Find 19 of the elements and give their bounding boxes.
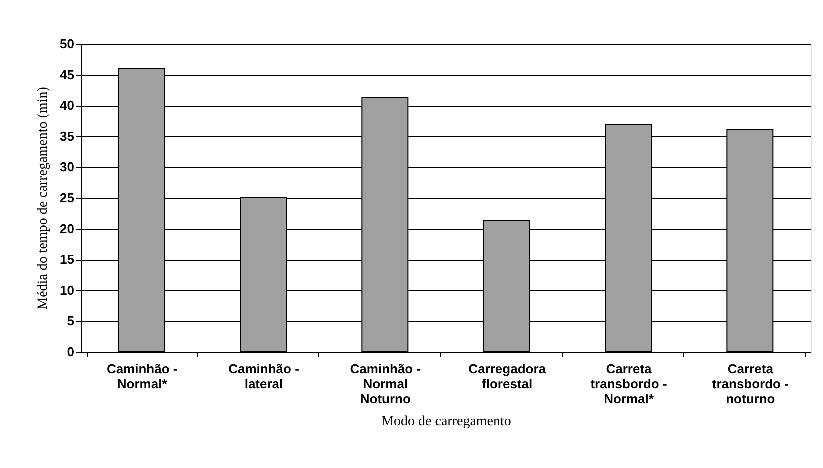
x-tick-label: Caminhão - Normal Noturno [350, 362, 422, 406]
y-tick-label: 30 [60, 160, 74, 175]
y-tick-label: 35 [60, 128, 74, 144]
x-axis-title: Modo de carregamento [382, 414, 512, 430]
y-tick-label: 25 [60, 190, 74, 206]
y-tick-label: 10 [60, 282, 74, 298]
x-tick-label: Carreta transbordo - noturno [712, 362, 789, 406]
x-tick-label: Caminhão - lateral [228, 362, 300, 392]
y-tick-label: 0 [67, 344, 74, 360]
y-axis-title: Média do tempo de carregamento (min) [36, 86, 52, 310]
y-tick-label: 15 [60, 252, 74, 268]
y-tick-label: 45 [60, 67, 74, 82]
x-tick-label: Caminhão - Normal* [106, 362, 178, 392]
y-tick-label: 20 [60, 221, 74, 236]
x-tick-label: Carregadora florestal [468, 362, 547, 392]
x-tick-label: Carreta transbordo - Normal* [590, 362, 668, 406]
y-tick-label: 5 [67, 314, 74, 329]
y-tick-label: 40 [60, 98, 74, 114]
y-tick-label: 50 [60, 36, 74, 52]
